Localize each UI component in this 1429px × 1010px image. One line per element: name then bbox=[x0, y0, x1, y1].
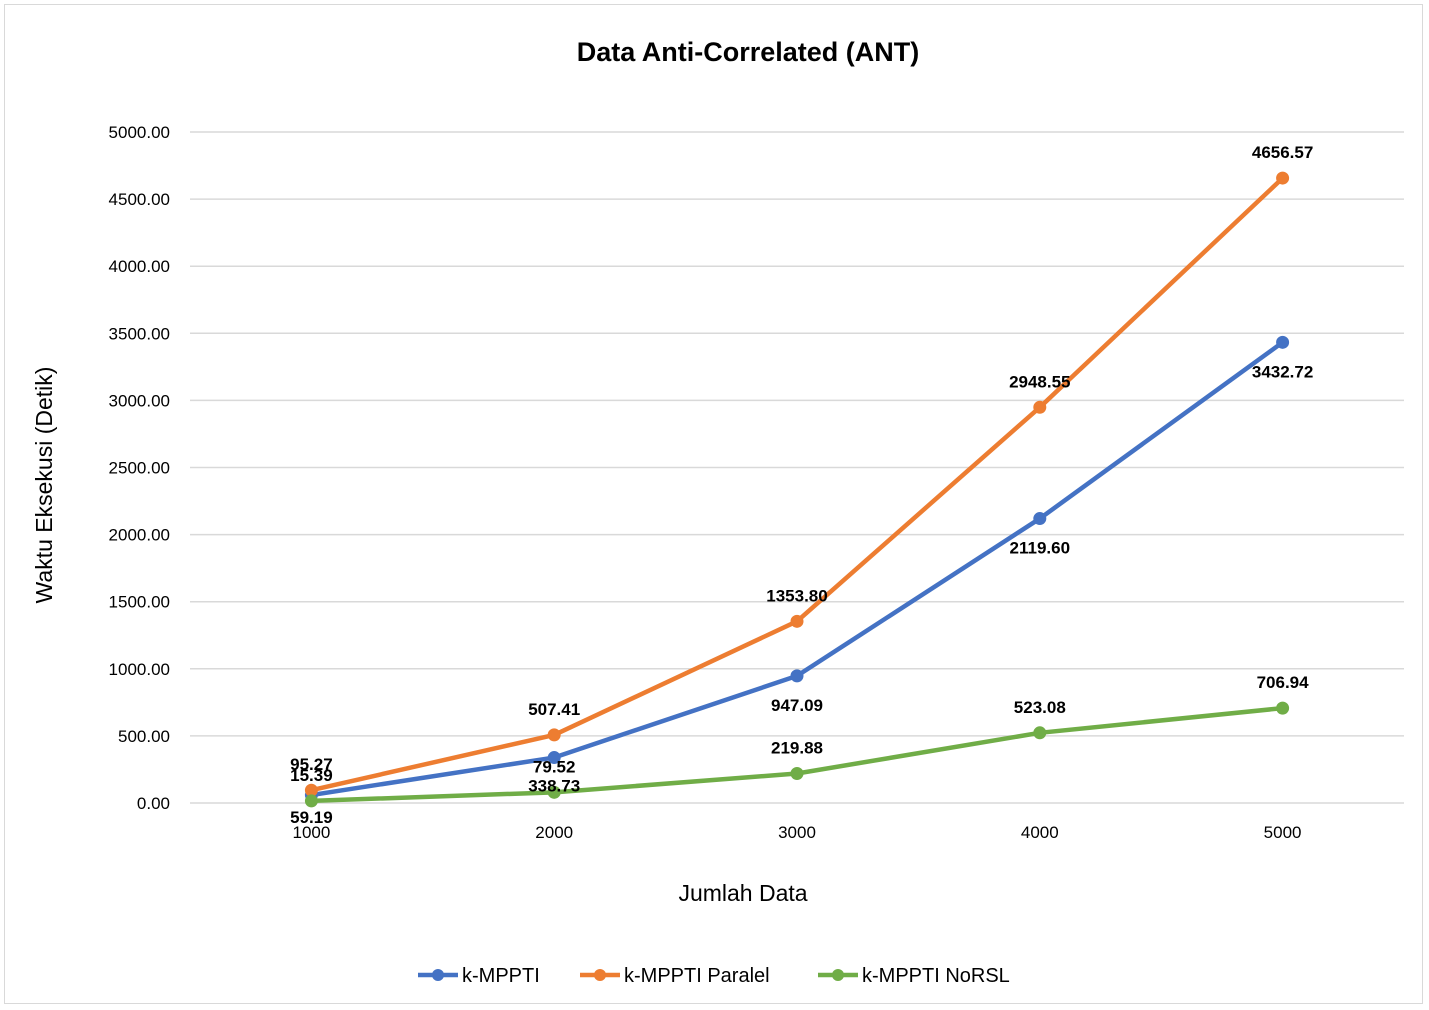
data-label: 338.73 bbox=[528, 777, 580, 796]
data-point bbox=[547, 751, 561, 765]
series-0 bbox=[304, 335, 1290, 802]
data-point bbox=[790, 669, 804, 683]
y-tick-label: 1500.00 bbox=[109, 593, 170, 612]
data-point bbox=[547, 785, 561, 799]
legend-label: k-MPPTI bbox=[462, 965, 540, 987]
data-point bbox=[304, 783, 318, 797]
data-point bbox=[790, 766, 804, 780]
legend-label: k-MPPTI NoRSL bbox=[862, 965, 1010, 987]
x-tick-label: 2000 bbox=[535, 823, 573, 842]
legend-entry: k-MPPTI Paralel bbox=[580, 965, 770, 987]
data-label: 507.41 bbox=[528, 700, 580, 719]
data-point bbox=[790, 614, 804, 628]
gridlines bbox=[190, 131, 1404, 804]
data-label: 2119.60 bbox=[1010, 539, 1071, 558]
data-point bbox=[1276, 171, 1290, 185]
data-label: 3432.72 bbox=[1252, 362, 1313, 381]
legend: k-MPPTI k-MPPTI Paralel k-MPPTI NoRSL bbox=[418, 965, 1010, 987]
y-tick-label: 2500.00 bbox=[109, 459, 170, 478]
y-tick-label: 1000.00 bbox=[109, 660, 170, 679]
y-tick-label: 2000.00 bbox=[109, 526, 170, 545]
x-tick-label: 4000 bbox=[1021, 823, 1059, 842]
data-label: 523.08 bbox=[1014, 698, 1066, 717]
legend-entry: k-MPPTI NoRSL bbox=[818, 965, 1010, 987]
y-tick-label: 0.00 bbox=[137, 794, 170, 813]
data-labels: 59.19 338.73 947.09 2119.60 3432.72 95.27 507.… bbox=[290, 143, 1313, 827]
series-2 bbox=[304, 701, 1290, 808]
legend-marker bbox=[594, 969, 606, 981]
data-label: 947.09 bbox=[771, 696, 823, 715]
series-line bbox=[309, 340, 1285, 798]
y-tick-label: 5000.00 bbox=[109, 123, 170, 142]
data-point bbox=[1033, 400, 1047, 414]
legend-label: k-MPPTI Paralel bbox=[624, 965, 770, 987]
legend-marker bbox=[832, 969, 844, 981]
legend-marker bbox=[432, 969, 444, 981]
data-label: 219.88 bbox=[771, 738, 823, 757]
x-tick-label: 3000 bbox=[778, 823, 816, 842]
data-label: 2948.55 bbox=[1009, 372, 1070, 391]
data-point bbox=[547, 728, 561, 742]
y-tick-label: 4000.00 bbox=[109, 257, 170, 276]
y-tick-label: 3500.00 bbox=[109, 324, 170, 343]
legend-entry: k-MPPTI bbox=[418, 965, 540, 987]
data-point bbox=[1033, 726, 1047, 740]
chart-title: Data Anti-Correlated (ANT) bbox=[577, 37, 920, 67]
y-tick-label: 500.00 bbox=[118, 727, 170, 746]
data-label: 4656.57 bbox=[1252, 143, 1313, 162]
data-label: 1353.80 bbox=[766, 586, 827, 605]
y-tick-label: 4500.00 bbox=[109, 190, 170, 209]
data-label: 59.19 bbox=[290, 808, 333, 827]
y-axis-label: Waktu Eksekusi (Detik) bbox=[31, 367, 57, 604]
x-tick-label: 5000 bbox=[1264, 823, 1302, 842]
chart-frame bbox=[4, 4, 1423, 1004]
series-lines bbox=[304, 171, 1290, 808]
x-tick-label: 1000 bbox=[292, 823, 330, 842]
data-point bbox=[304, 794, 318, 808]
data-point bbox=[1033, 512, 1047, 526]
data-label: 95.27 bbox=[290, 755, 333, 774]
y-axis-ticks: 0.00 500.00 1000.00 1500.00 2000.00 2500.00 30… bbox=[109, 123, 170, 813]
data-label: 79.52 bbox=[533, 757, 576, 776]
data-point bbox=[1276, 335, 1290, 349]
y-tick-label: 3000.00 bbox=[109, 391, 170, 410]
x-axis-label: Jumlah Data bbox=[678, 880, 807, 906]
series-1 bbox=[304, 171, 1290, 797]
data-label: 706.94 bbox=[1257, 673, 1310, 692]
data-point bbox=[1276, 701, 1290, 715]
x-axis-ticks: 1000 2000 3000 4000 5000 bbox=[292, 823, 1301, 842]
data-label: 15.39 bbox=[290, 766, 333, 785]
